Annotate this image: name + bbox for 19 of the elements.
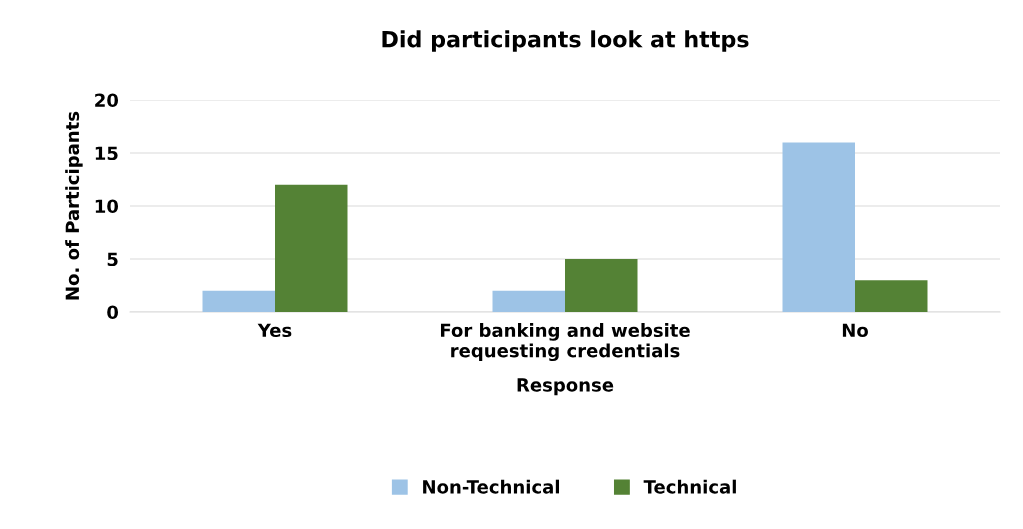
y-tick-label: 5 xyxy=(107,252,118,267)
bar xyxy=(855,280,928,312)
bar xyxy=(202,290,275,312)
y-tick-label: 15 xyxy=(95,146,118,161)
x-tick-label: Yes xyxy=(257,323,292,338)
chart-title: Did participants look at https xyxy=(382,30,749,52)
bar xyxy=(565,259,638,312)
x-tick-label: No xyxy=(842,323,868,338)
bar xyxy=(782,142,855,312)
bar xyxy=(492,290,565,312)
y-tick-label: 0 xyxy=(107,305,119,320)
y-axis-title: No. of Participants xyxy=(65,111,83,300)
y-tick-label: 10 xyxy=(95,199,119,214)
x-axis-title: Response xyxy=(517,378,614,396)
x-tick-label: For banking and website requesting credentials xyxy=(440,323,690,362)
legend-label: Non-Technical xyxy=(423,479,559,494)
bar xyxy=(275,184,348,312)
legend-label: Technical xyxy=(643,479,736,494)
y-tick-label: 20 xyxy=(95,93,119,108)
